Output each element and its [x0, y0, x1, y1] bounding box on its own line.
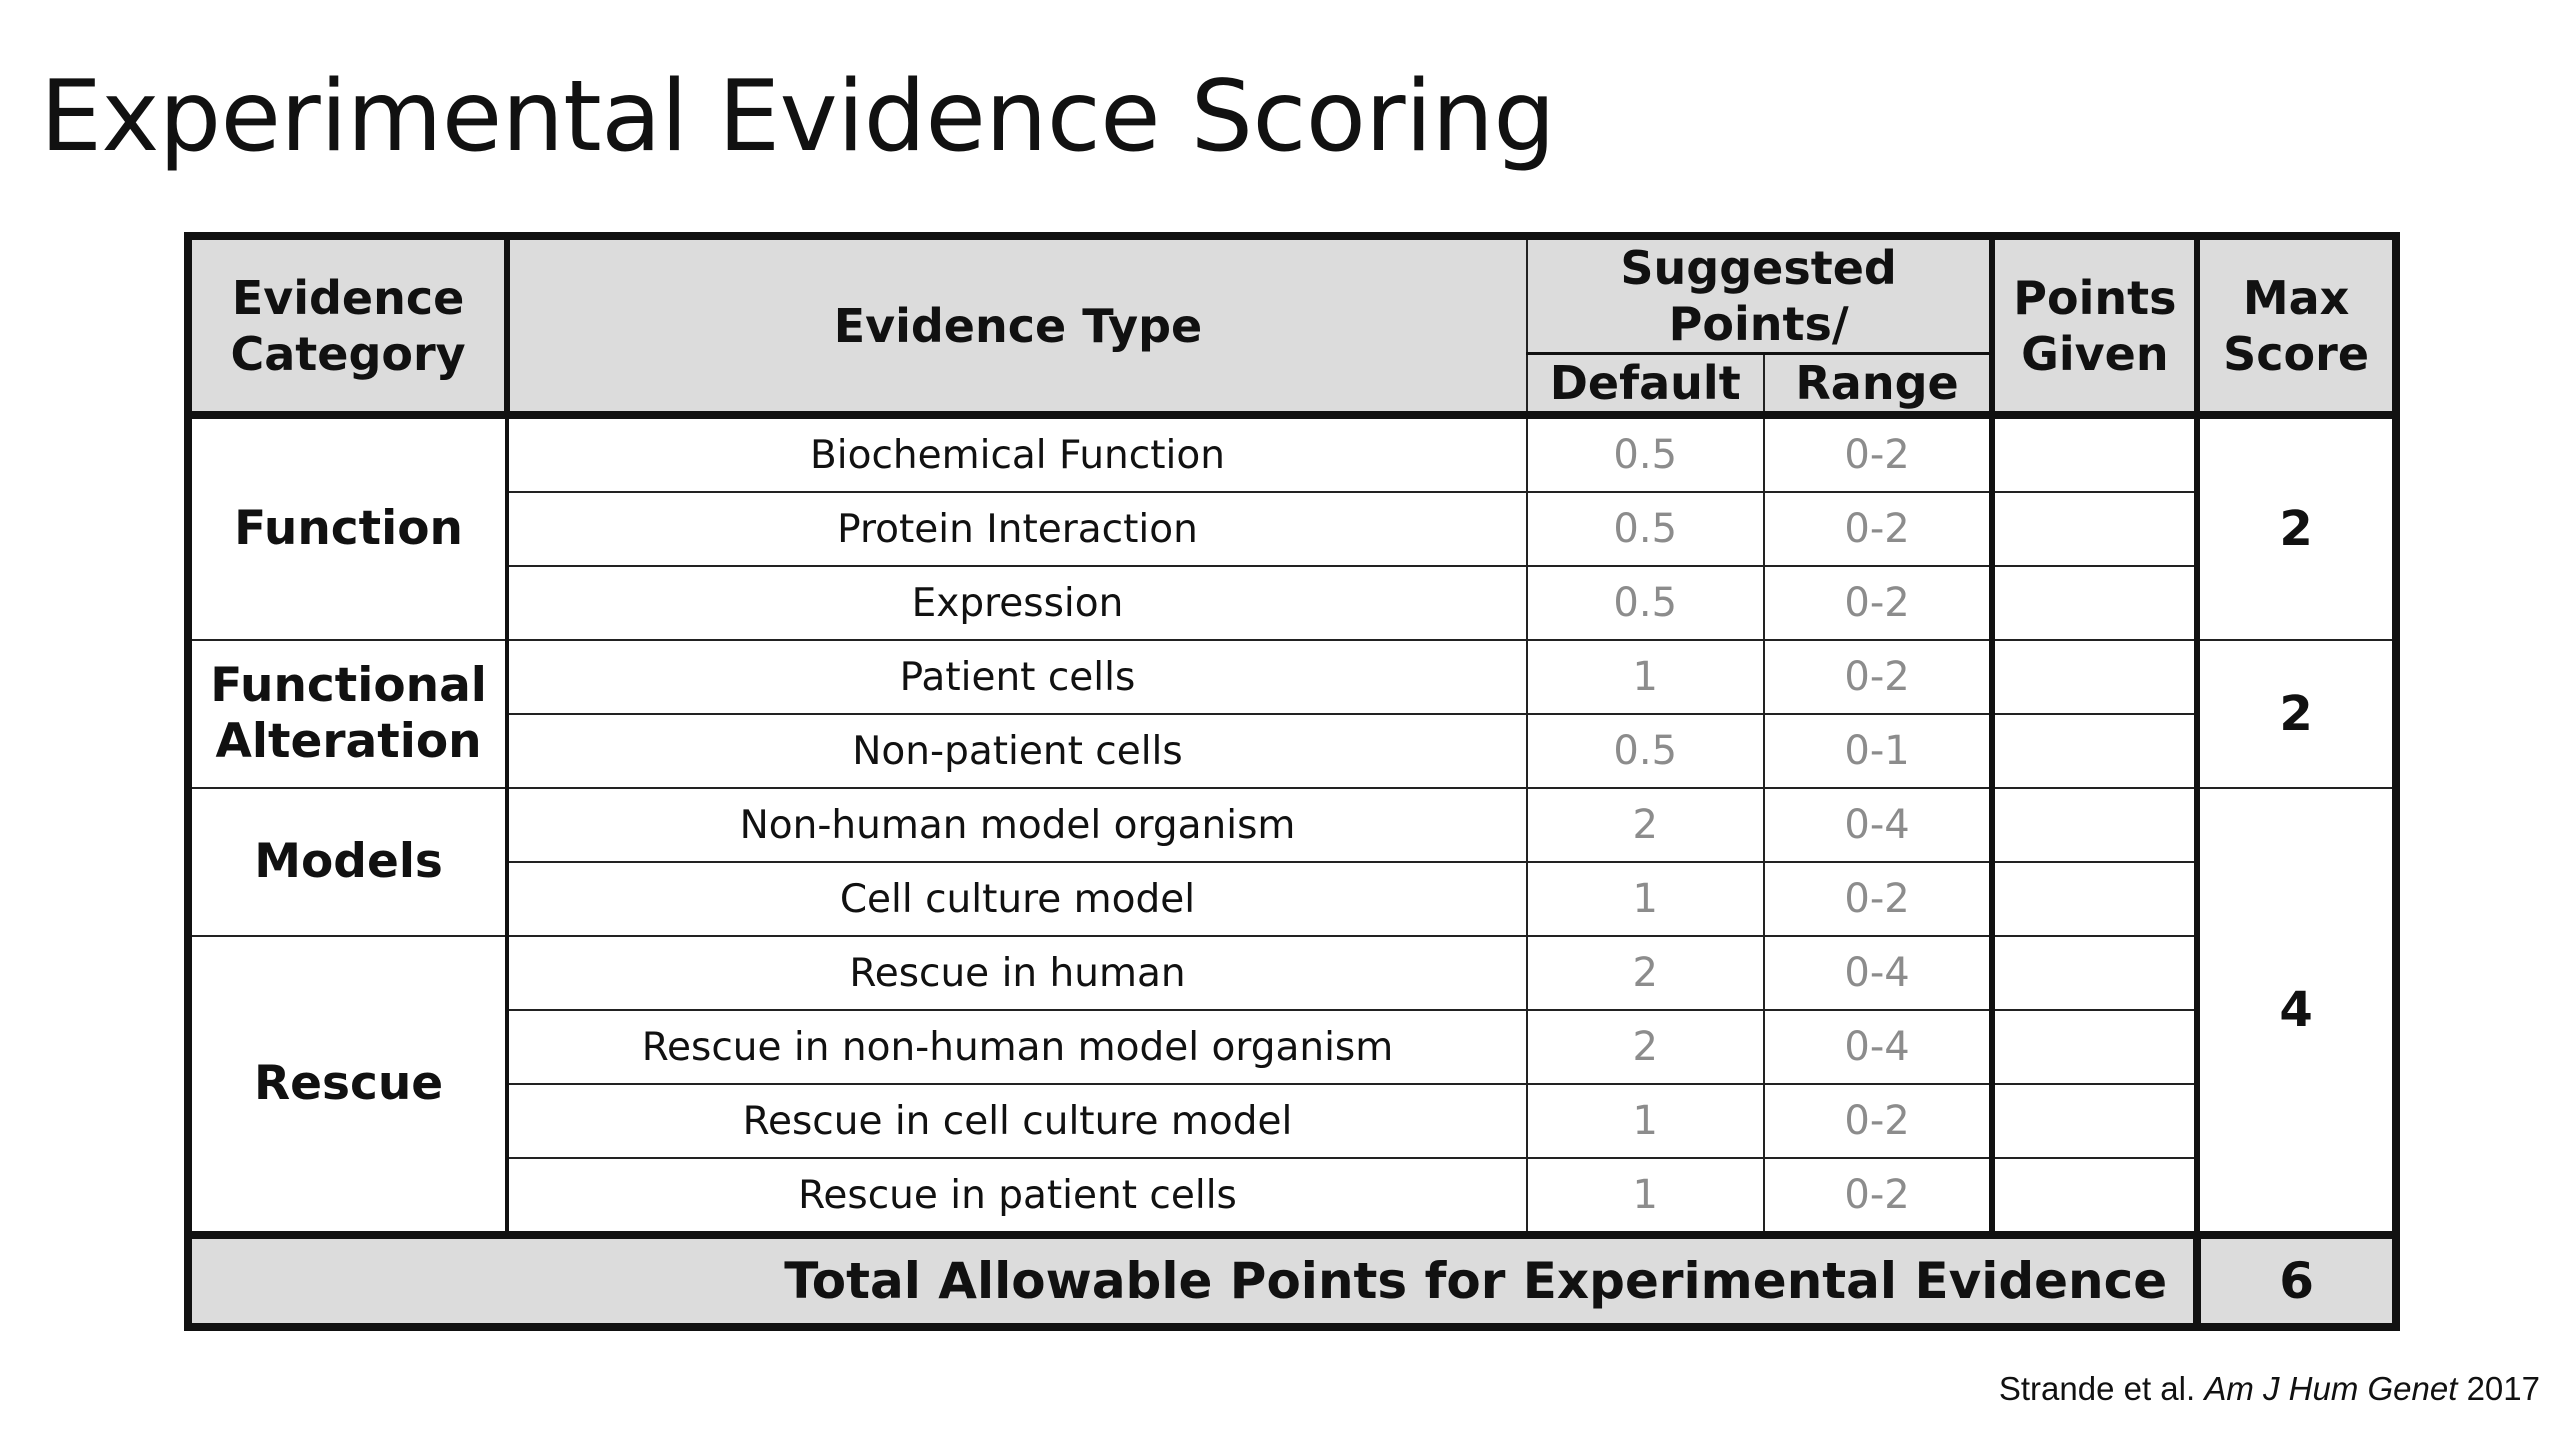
header-suggested-points: Suggested Points/: [1525, 236, 1994, 355]
citation-year: 2017: [2466, 1370, 2540, 1407]
table-row: Rescue in patient cells 1 0-2: [188, 1157, 2396, 1236]
evidence-type-cell: Non-patient cells: [506, 713, 1528, 789]
slide-title: Experimental Evidence Scoring: [40, 60, 1556, 174]
evidence-type-cell: Rescue in non-human model organism: [506, 1009, 1528, 1085]
header-points-given: Points Given: [1989, 236, 2199, 419]
range-cell: 0-4: [1762, 935, 1994, 1011]
evidence-type-cell: Expression: [506, 565, 1528, 641]
total-row: Total Allowable Points for Experimental …: [186, 1231, 2397, 1328]
scoring-table-container: Evidence Category Evidence Type Suggeste…: [184, 232, 2400, 1331]
points-given-cell[interactable]: [1989, 491, 2199, 567]
table-row: Functional Alteration Patient cells 1 0-…: [186, 639, 2397, 789]
header-evidence-category: Evidence Category: [186, 236, 511, 419]
points-given-cell[interactable]: [1989, 713, 2199, 789]
points-given-cell[interactable]: [1989, 565, 2199, 641]
points-given-cell[interactable]: [1989, 935, 2199, 1011]
points-given-cell[interactable]: [1989, 787, 2199, 863]
category-functional-alteration: Functional Alteration: [186, 639, 510, 789]
default-points-cell: 1: [1525, 1083, 1765, 1159]
range-cell: 0-2: [1762, 414, 1994, 493]
default-points-cell: 2: [1525, 1009, 1765, 1085]
header-subrow: Default Range: [188, 352, 2396, 419]
default-points-cell: 0.5: [1525, 491, 1765, 567]
default-points-cell: 0.5: [1525, 713, 1765, 789]
evidence-type-cell: Rescue in patient cells: [506, 1157, 1528, 1236]
points-given-cell[interactable]: [1989, 1157, 2199, 1236]
category-function: Function: [186, 414, 510, 641]
default-points-cell: 1: [1525, 1157, 1765, 1236]
default-points-cell: 2: [1525, 787, 1765, 863]
evidence-type-cell: Rescue in cell culture model: [506, 1083, 1528, 1159]
range-cell: 0-2: [1762, 491, 1994, 567]
range-cell: 0-2: [1762, 639, 1994, 715]
range-cell: 0-1: [1762, 713, 1994, 789]
evidence-type-cell: Non-human model organism: [506, 787, 1528, 863]
points-given-cell[interactable]: [1989, 639, 2199, 715]
evidence-type-cell: Biochemical Function: [506, 414, 1528, 493]
table-row: Models Non-human model organism 2 0-4 4: [186, 787, 2397, 1236]
range-cell: 0-4: [1762, 787, 1994, 863]
max-score-functional-alteration: 2: [2194, 639, 2397, 789]
table-row: Cell culture model 1 0-2: [188, 861, 2396, 937]
range-cell: 0-2: [1762, 565, 1994, 641]
max-score-function: 2: [2194, 414, 2397, 641]
evidence-type-cell: Patient cells: [506, 639, 1528, 715]
default-points-cell: 0.5: [1525, 414, 1765, 493]
category-models: Models: [186, 787, 510, 937]
table-row: Rescue in non-human model organism 2 0-4: [188, 1009, 2396, 1085]
citation-authors: Strande et al.: [1998, 1370, 2196, 1407]
range-cell: 0-2: [1762, 861, 1994, 937]
total-label: Total Allowable Points for Experimental …: [186, 1231, 2202, 1328]
table-row: Rescue in cell culture model 1 0-2: [188, 1083, 2396, 1159]
default-points-cell: 1: [1525, 639, 1765, 715]
points-given-cell[interactable]: [1989, 414, 2199, 493]
points-given-cell[interactable]: [1989, 861, 2199, 937]
citation-journal: Am J Hum Genet: [2204, 1370, 2458, 1407]
table-row: Function Biochemical Function 0.5 0-2 2: [186, 414, 2397, 641]
header-range: Range: [1762, 352, 1994, 419]
default-points-cell: 1: [1525, 861, 1765, 937]
default-points-cell: 0.5: [1525, 565, 1765, 641]
citation: Strande et al. Am J Hum Genet 2017: [1999, 1370, 2540, 1408]
points-given-cell[interactable]: [1989, 1009, 2199, 1085]
total-value: 6: [2196, 1231, 2397, 1328]
evidence-type-cell: Protein Interaction: [506, 491, 1528, 567]
range-cell: 0-2: [1762, 1157, 1994, 1236]
max-score-models-rescue: 4: [2194, 787, 2397, 1236]
evidence-type-cell: Cell culture model: [506, 861, 1528, 937]
evidence-scoring-table: Evidence Category Evidence Type Suggeste…: [184, 232, 2400, 1331]
header-max-score: Max Score: [2194, 236, 2397, 419]
header-default: Default: [1525, 352, 1765, 419]
range-cell: 0-2: [1762, 1083, 1994, 1159]
range-cell: 0-4: [1762, 1009, 1994, 1085]
evidence-type-cell: Rescue in human: [506, 935, 1528, 1011]
category-rescue: Rescue: [186, 935, 510, 1236]
header-evidence-type: Evidence Type: [506, 236, 1528, 419]
default-points-cell: 2: [1525, 935, 1765, 1011]
table-row: Expression 0.5 0-2: [188, 565, 2396, 641]
points-given-cell[interactable]: [1989, 1083, 2199, 1159]
table-row: Non-patient cells 0.5 0-1: [188, 713, 2396, 789]
table-row: Protein Interaction 0.5 0-2: [188, 491, 2396, 567]
header-row: Evidence Category Evidence Type Suggeste…: [186, 236, 2397, 419]
table-row: Rescue Rescue in human 2 0-4: [186, 935, 2396, 1236]
